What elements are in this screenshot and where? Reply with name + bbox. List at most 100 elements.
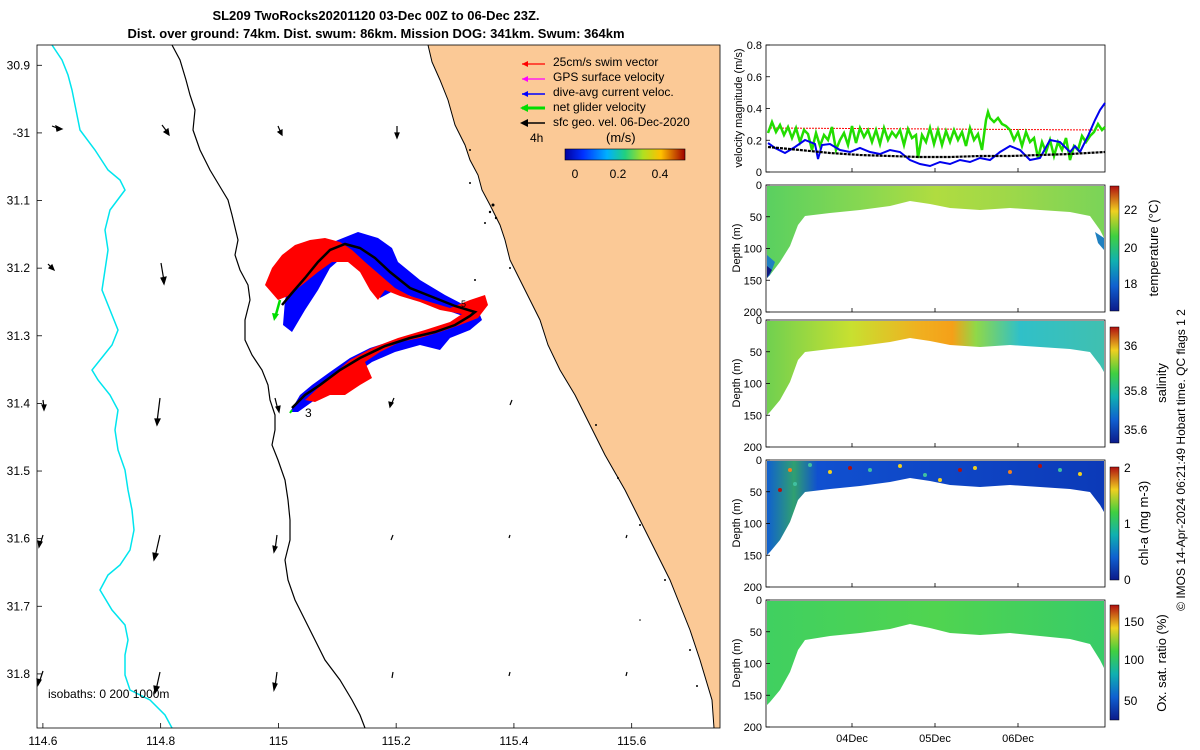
figure-title-line1: SL209 TwoRocks20201120 03-Dec 00Z to 06-…	[212, 8, 539, 23]
depth-tick-label: 50	[750, 627, 762, 639]
legend-entry-geo: sfc geo. vel. 06-Dec-2020	[520, 115, 690, 129]
map-x-tick-label: 114.6	[28, 734, 57, 748]
chl-a-cbar-label: chl-a (mg m-3)	[1136, 481, 1151, 566]
depth-tick-label: 100	[744, 379, 762, 391]
time-step-label: 4h	[530, 131, 543, 145]
depth-axes: 0501001502000501001502000501001502000501…	[744, 180, 770, 734]
track-label-3: 3	[305, 406, 312, 420]
chl-a-cbar-tick-2: 2	[1124, 461, 1131, 475]
temperature-cbar-label: temperature (°C)	[1146, 200, 1161, 297]
map-y-tick-label: 31.8	[7, 667, 31, 681]
depth-tick-label: 150	[744, 410, 762, 422]
salinity-cbar-tick-1: 35.8	[1124, 384, 1148, 398]
salinity-field	[767, 321, 1104, 415]
legend-entry-dive-avg: dive-avg current veloc.	[522, 85, 674, 99]
legend-label-geo: sfc geo. vel. 06-Dec-2020	[553, 115, 690, 129]
track-label-5: 5	[461, 299, 466, 309]
depth-tick-label: 100	[744, 244, 762, 256]
temperature-east-cold	[1095, 232, 1104, 250]
depth-tick-label: 200	[744, 722, 762, 734]
legend-label-net: net glider velocity	[553, 100, 646, 114]
velocity-geostrophic-line	[767, 145, 1106, 159]
map-y-tick-label: 31.7	[7, 599, 31, 613]
velocity-swim-speed-line	[769, 127, 1101, 131]
depth-tick-label: 150	[744, 690, 762, 702]
chl-a-scatter	[778, 463, 1082, 492]
temperature-field	[767, 186, 1104, 278]
map-y-tick-label: 31.1	[7, 194, 31, 208]
map-x-tick-label: 115	[269, 734, 288, 748]
depth-tick-label: 0	[756, 315, 762, 327]
velocity-y-tick-label: 0.8	[747, 40, 762, 52]
side-credit: © IMOS 14-Apr-2024 06:21:49 Hobart time.…	[1174, 309, 1188, 611]
oxygen-cbar-tick-0: 50	[1124, 694, 1138, 708]
legend-label-swim: 25cm/s swim vector	[553, 55, 658, 69]
map-y-tick-label: 31.6	[7, 532, 31, 546]
depth-tick-label: 200	[744, 582, 762, 594]
time-tick-label: 06Dec	[1002, 733, 1034, 745]
legend-label-dive-avg: dive-avg current veloc.	[553, 85, 674, 99]
salinity-cbar-tick-0: 35.6	[1124, 423, 1148, 437]
velocity-y-tick-label: 0.6	[747, 72, 762, 84]
chl-a-cbar-tick-1: 1	[1124, 517, 1131, 531]
islands	[469, 149, 698, 687]
legend-entry-swim: 25cm/s swim vector	[522, 55, 658, 69]
depth-tick-label: 150	[744, 550, 762, 562]
chl-a-depth-label: Depth (m)	[731, 499, 743, 548]
swim-vector-swath	[265, 238, 488, 402]
oxygen-field	[767, 601, 1104, 705]
oxygen-cbar-label: Ox. sat. ratio (%)	[1154, 614, 1169, 712]
time-tick-label: 05Dec	[919, 733, 951, 745]
depth-tick-label: 0	[756, 455, 762, 467]
depth-tick-label: 100	[744, 519, 762, 531]
net-velocity-arrowhead	[272, 313, 279, 321]
time-tick-label: 04Dec	[836, 733, 868, 745]
velocity-y-tick-label: 0.4	[747, 104, 762, 116]
legend-entry-net: net glider velocity	[520, 100, 646, 114]
land-area	[428, 45, 720, 728]
glider-track	[281, 242, 478, 409]
salinity-cbar-label: salinity	[1154, 363, 1169, 403]
time-axis: 04Dec 05Dec 06Dec	[836, 168, 1034, 745]
map-frame	[36, 44, 721, 729]
map-colorbar	[564, 148, 686, 161]
map-y-tick-label: 31.4	[7, 396, 31, 410]
map-y-tick-label: -31	[13, 126, 31, 140]
map-x-tick-label: 115.2	[382, 734, 411, 748]
legend-label-gps: GPS surface velocity	[553, 70, 664, 84]
oxygen-depth-label: Depth (m)	[731, 639, 743, 688]
depth-tick-label: 50	[750, 487, 762, 499]
velocity-panel: velocity magnitude (m/s) 0 0.2 0.4 0.6 0.8	[733, 40, 1106, 179]
map-legend: 25cm/s swim vector GPS surface velocity …	[520, 55, 690, 181]
salinity-depth-label: Depth (m)	[731, 359, 743, 408]
oxygen-colorbar	[1109, 604, 1120, 721]
temperature-deepest	[767, 266, 772, 278]
dive-avg-current-swath	[290, 310, 482, 412]
temperature-depth-label: Depth (m)	[731, 224, 743, 273]
colorbar-unit-label: (m/s)	[606, 130, 636, 145]
depth-tick-label: 50	[750, 212, 762, 224]
figure-title-line2: Dist. over ground: 74km. Dist. swum: 86k…	[127, 26, 624, 41]
map-x-tick-label: 115.4	[499, 734, 528, 748]
map-panel: 3 5 25cm/s swim vector GPS surface veloc…	[7, 44, 721, 748]
isobath-200m	[171, 44, 366, 729]
isobath-label: isobaths: 0 200 1000m	[48, 687, 169, 701]
coastline	[427, 44, 715, 729]
velocity-y-tick-label: 0.2	[747, 135, 762, 147]
depth-tick-label: 0	[756, 595, 762, 607]
colorbar-tick-0: 0	[572, 167, 579, 181]
legend-entry-gps: GPS surface velocity	[522, 70, 664, 84]
map-y-tick-label: 31.3	[7, 329, 31, 343]
velocity-y-tick-label: 0	[756, 167, 762, 179]
section-panel-temperature: Depth (m) 18 20 22 temperature (°C)	[731, 184, 1161, 313]
map-x-tick-label: 115.6	[617, 734, 646, 748]
velocity-dive-avg-line	[767, 102, 1106, 168]
depth-tick-label: 200	[744, 307, 762, 319]
map-y-tick-label: 30.9	[7, 58, 31, 72]
map-x-tick-label: 114.8	[146, 734, 175, 748]
depth-tick-label: 150	[744, 275, 762, 287]
section-panel-chl-a: Depth (m) 0 1 2 chl-a (mg m-3)	[731, 459, 1151, 588]
map-x-axis: 114.6 114.8 115 115.2 115.4 115.6	[28, 723, 647, 748]
map-y-tick-label: 31.2	[7, 261, 31, 275]
